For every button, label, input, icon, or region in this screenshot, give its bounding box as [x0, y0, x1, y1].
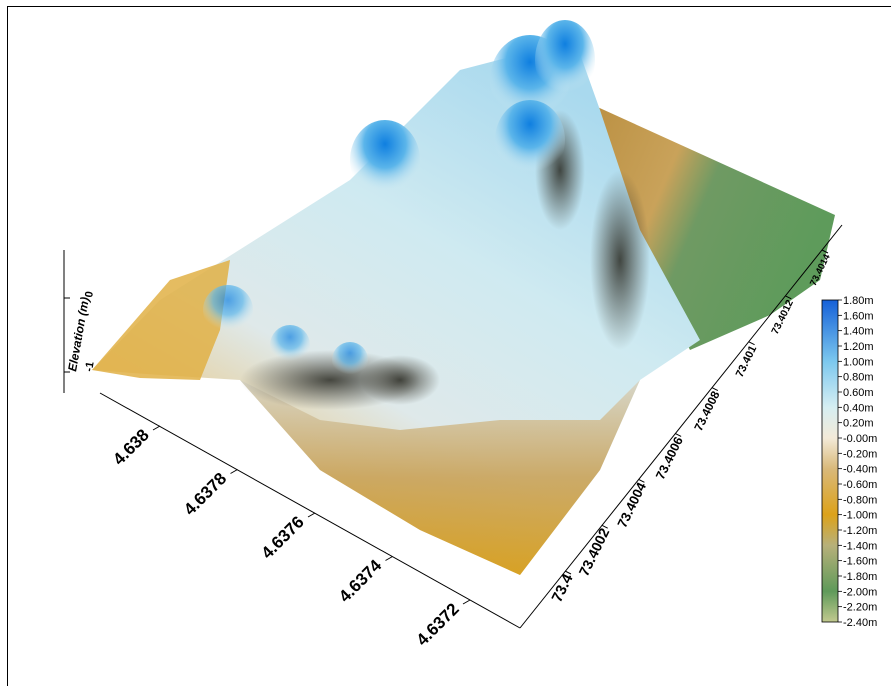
plot-frame: [7, 6, 891, 686]
x-tick-label: 4.6374: [335, 556, 386, 607]
colorbar-label: 1.00m: [843, 356, 874, 368]
colorbar: 1.80m 1.60m 1.40m 1.20m 1.00m 0.80m 0.60m 0.40m…: [821, 295, 877, 629]
z-axis: Elevation (m)0 -1: [64, 290, 97, 373]
colorbar-label: -1.40m: [843, 540, 877, 552]
colorbar-label: 0.20m: [843, 418, 874, 430]
peak-mid-1: [495, 100, 565, 180]
peak-mid-2: [350, 120, 420, 200]
colorbar-label: 1.20m: [843, 341, 874, 353]
z-tick-label: -1: [83, 361, 97, 373]
colorbar-label: -2.20m: [843, 602, 877, 614]
colorbar-label: 0.40m: [843, 402, 874, 414]
x-tick-label: 4.6378: [180, 469, 230, 519]
z-axis-label: Elevation (m): [65, 296, 92, 373]
colorbar-label: 0.60m: [843, 387, 874, 399]
surface-front-slope: [240, 380, 640, 575]
colorbar-label: 0.80m: [843, 372, 874, 384]
x-tick-mark: [307, 512, 316, 518]
peak-left-2: [270, 325, 310, 365]
x-tick-mark: [385, 556, 393, 561]
colorbar-label: -1.00m: [843, 510, 877, 522]
surface: [92, 20, 835, 575]
x-tick-label: 4.6372: [413, 599, 463, 649]
y-tick-mark: [601, 524, 608, 529]
x-axis-line: [99, 392, 521, 629]
y-tick-mark: [821, 249, 829, 254]
peak-top-2: [535, 20, 595, 100]
surface-right-valley: [560, 90, 835, 350]
colorbar-label: -0.20m: [843, 448, 877, 460]
y-tick-label: 73.4: [549, 571, 577, 605]
colorbar-label: -1.60m: [843, 556, 877, 568]
y-tick-label: 73.401: [734, 344, 760, 380]
y-tick-label: 73.4008: [691, 388, 722, 433]
x-tick-label: 4.6376: [258, 512, 308, 562]
y-axis-line: [519, 224, 843, 629]
peak-left-3: [332, 342, 368, 378]
colorbar-label: -2.40m: [843, 617, 877, 629]
colorbar-label: -0.60m: [843, 479, 877, 491]
colorbar-label: -0.80m: [843, 494, 877, 506]
colorbar-label: 1.60m: [843, 310, 874, 322]
x-tick-label: 4.638: [109, 425, 153, 469]
y-tick-label: 73.4004: [614, 480, 649, 531]
colorbar-label: 1.80m: [843, 295, 874, 307]
z-tick-label: 0: [83, 290, 96, 298]
colorbar-gradient: [821, 299, 839, 623]
peak-left-1: [203, 285, 253, 335]
y-tick-mark: [674, 432, 682, 437]
axes: [63, 224, 843, 629]
surface-shadow-1: [590, 170, 650, 350]
colorbar-label: 1.40m: [843, 326, 874, 338]
y-tick-label: 73.4006: [653, 435, 686, 482]
surface-shadow-4: [360, 355, 440, 405]
colorbar-label: -0.40m: [843, 464, 877, 476]
colorbar-label: -1.20m: [843, 525, 877, 537]
x-tick-mark: [462, 599, 471, 605]
y-tick-mark: [785, 295, 792, 300]
y-tick-label: 73.4002: [576, 526, 613, 579]
y-tick-mark: [748, 341, 755, 346]
y-tick-mark: [564, 570, 572, 575]
colorbar-label: -1.80m: [843, 571, 877, 583]
y-tick-mark: [638, 478, 645, 483]
x-tick-mark: [230, 469, 238, 474]
colorbar-label: -2.00m: [843, 586, 877, 598]
surface-left-slope: [92, 260, 230, 380]
x-tick-mark: [152, 425, 161, 431]
y-tick-mark: [711, 387, 719, 392]
colorbar-label: -0.00m: [843, 433, 877, 445]
